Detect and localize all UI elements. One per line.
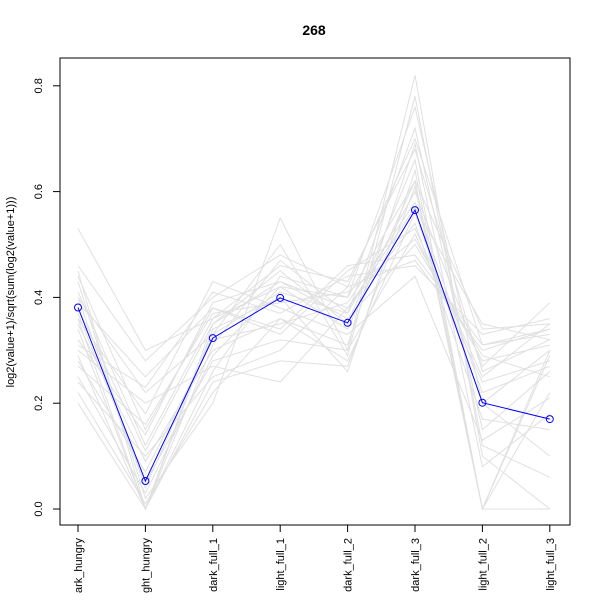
background-series-line-24: [77, 184, 551, 511]
y-tick-label: 0.2: [33, 396, 45, 411]
x-tick-label: light_full_2: [477, 538, 489, 591]
x-tick-label: light_full_3: [545, 538, 557, 591]
background-series-line-0: [77, 179, 550, 351]
background-series-line-19: [77, 142, 551, 505]
background-series-line-20: [77, 126, 551, 511]
background-series-line-23: [77, 206, 550, 452]
x-axis: ark_hungry ght_hungry dark_full_1 light_ful…: [73, 524, 557, 594]
data-point-dark_full_3: [411, 206, 419, 215]
x-tick-label: light_full_1: [275, 538, 287, 591]
y-tick-label: 0.0: [33, 501, 45, 516]
y-tick-label: 0.4: [33, 290, 45, 305]
data-point-light_full_2: [478, 398, 487, 407]
data-point-dark_hungry: [74, 303, 82, 312]
background-series-line-4: [77, 147, 551, 447]
background-series-line-16: [77, 238, 550, 426]
background-series-line-18: [77, 259, 550, 457]
data-point-light_full_1: [276, 293, 285, 302]
data-point-light_hungry: [141, 477, 150, 485]
y-axis: 0.0 0.2 0.4 0.6 0.8: [33, 78, 61, 517]
data-point-dark_full_2: [343, 318, 352, 327]
plot-frame: [59, 57, 571, 526]
x-tick-label: dark_full_2: [343, 538, 355, 592]
background-series-line-15: [77, 201, 550, 474]
y-axis-label: log2(value+1)/sqrt(sum(log2(value+1))): [5, 197, 17, 388]
background-series-line-13: [77, 222, 550, 431]
data-point-dark_full_1: [208, 334, 217, 343]
highlight-series: [74, 206, 554, 485]
y-tick-label: 0.6: [33, 184, 45, 199]
x-tick-label: ark_hungry: [73, 538, 85, 594]
background-series-line-22: [77, 227, 551, 431]
background-series-line-1: [77, 137, 550, 362]
chart-title: 268: [302, 22, 326, 38]
background-series-line-21: [77, 96, 551, 490]
x-tick-label: dark_full_1: [208, 538, 220, 592]
y-tick-label: 0.8: [33, 78, 45, 93]
series-line: [77, 208, 550, 483]
x-tick-label: dark_full_3: [410, 538, 422, 592]
data-point-light_full_3: [545, 415, 554, 424]
background-lines: [77, 75, 551, 511]
x-tick-label: ght_hungry: [140, 538, 152, 594]
